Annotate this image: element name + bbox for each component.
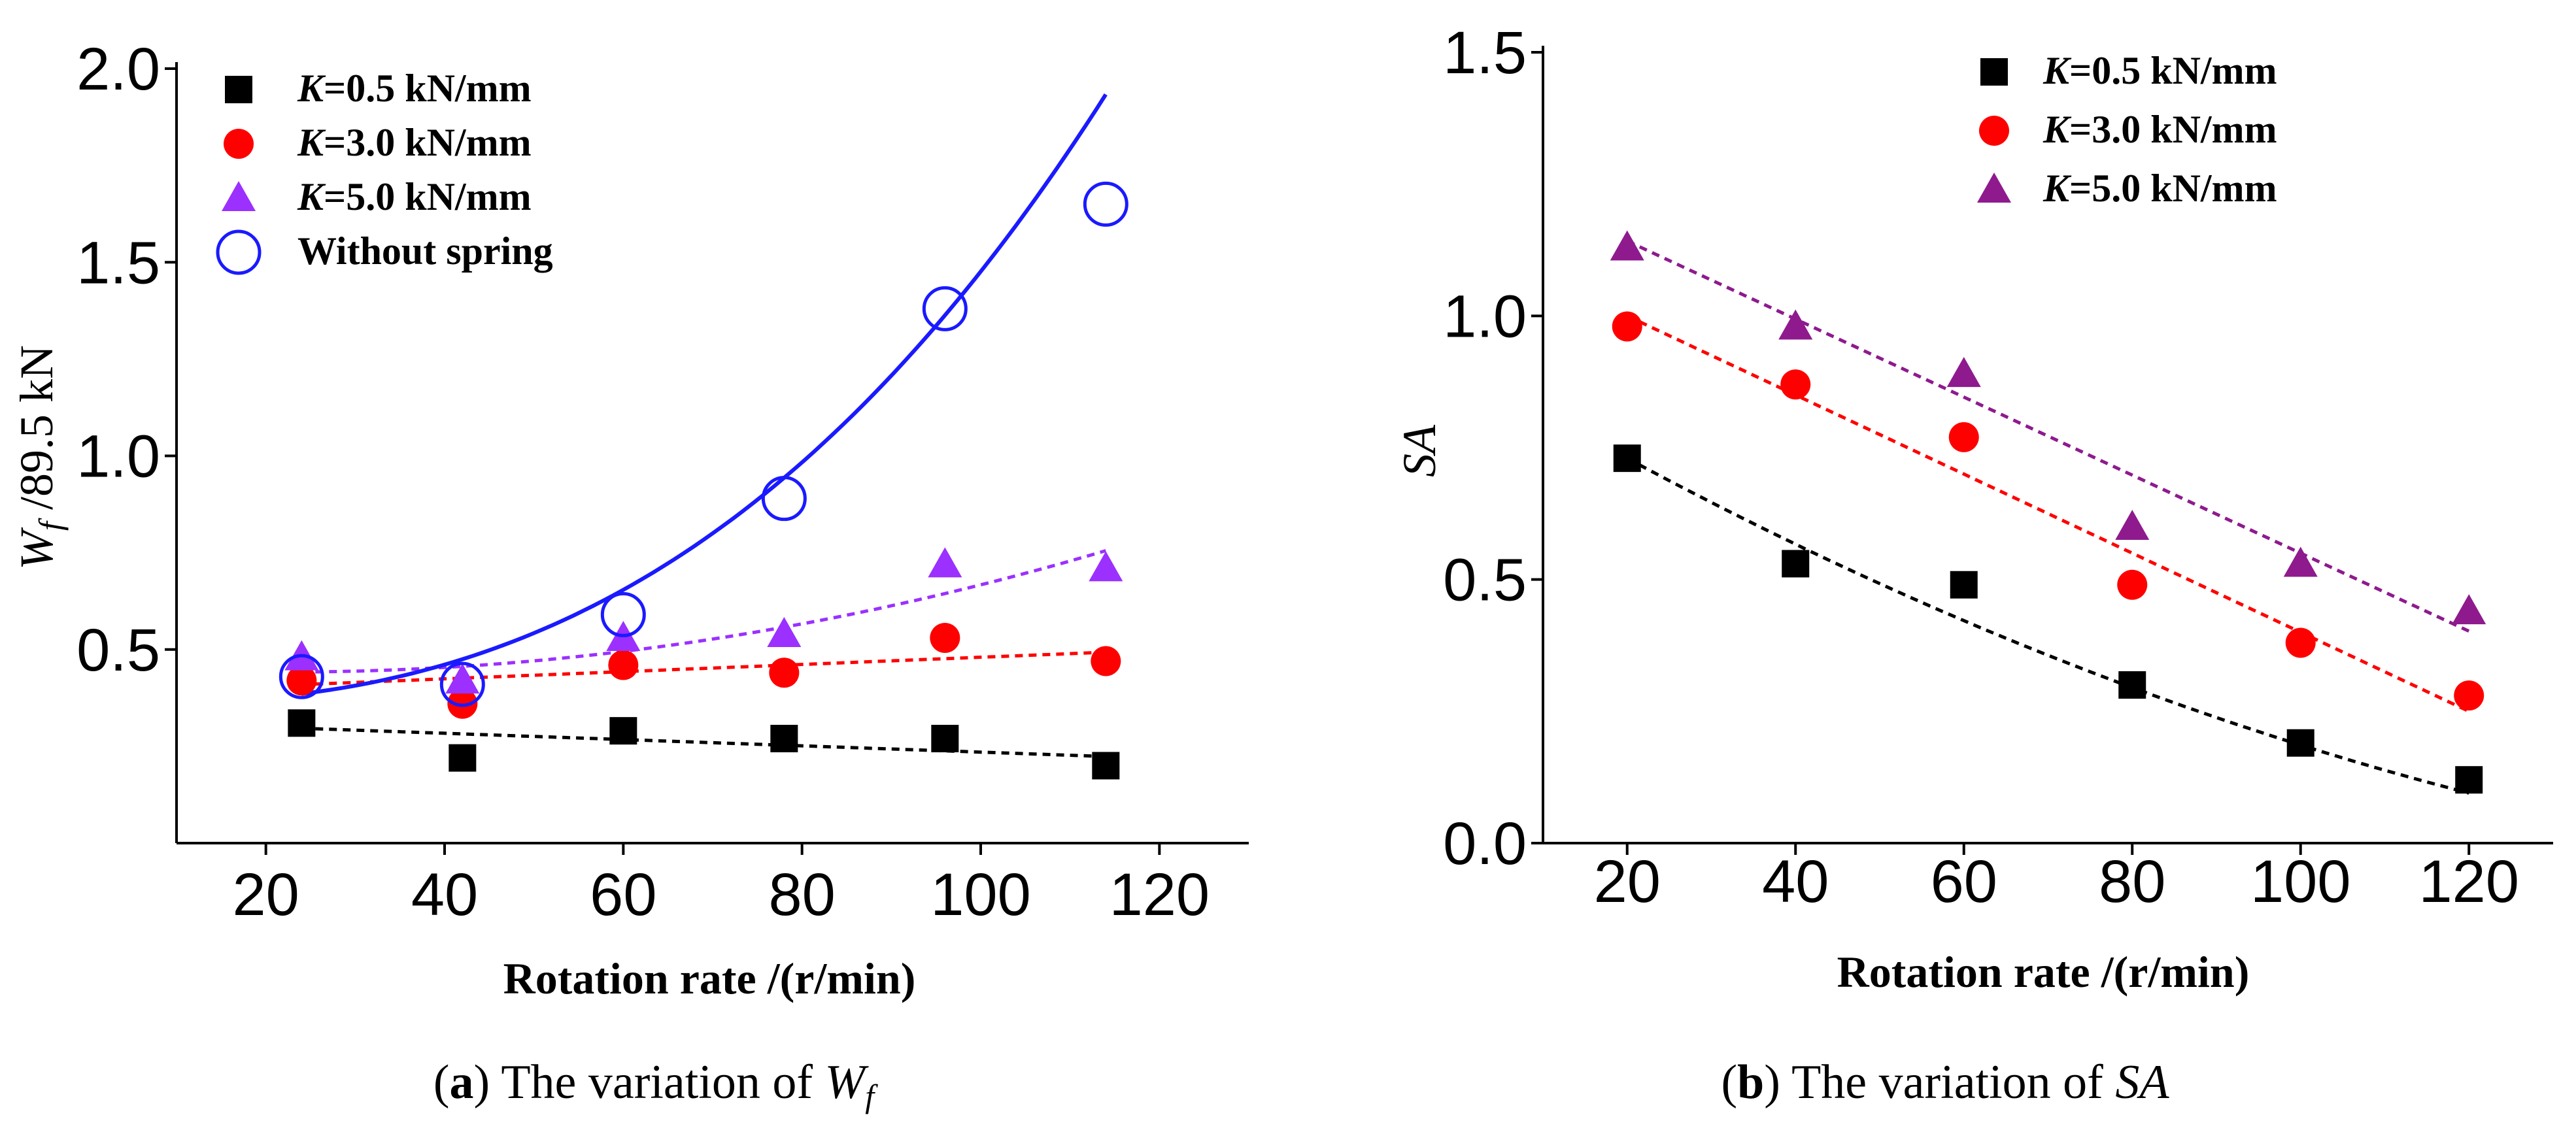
data-point	[1950, 571, 1978, 599]
data-point	[930, 622, 960, 653]
data-point	[767, 617, 802, 648]
x-axis-title: Rotation rate /(r/min)	[503, 954, 916, 1003]
data-point	[608, 650, 639, 680]
y-tick-label: 0.0	[1443, 810, 1527, 877]
legend-marker	[1977, 173, 2011, 203]
x-tick-label: 120	[2419, 848, 2520, 915]
y-tick-label: 1.5	[1443, 20, 1527, 86]
legend-marker	[1979, 116, 2009, 146]
legend-marker	[1980, 58, 2008, 86]
y-axis-title: Wf /89.5 kN	[10, 345, 69, 570]
x-tick-label: 80	[768, 861, 835, 928]
legend-label: K=5.0 kN/mm	[2042, 167, 2277, 210]
data-point	[1089, 551, 1123, 582]
y-axis-title: SA	[1393, 424, 1446, 477]
x-tick-label: 120	[1110, 861, 1210, 928]
legend-label: Without spring	[297, 229, 553, 273]
data-point	[1612, 311, 1642, 342]
fit-line	[1626, 314, 2470, 713]
data-point	[2283, 546, 2318, 577]
legend-marker	[216, 229, 262, 275]
data-point	[922, 286, 968, 331]
data-point	[288, 709, 316, 737]
data-point	[445, 663, 480, 694]
x-tick-label: 60	[1931, 848, 1997, 915]
data-point	[1948, 422, 1979, 452]
y-tick-label: 1.0	[76, 424, 160, 490]
x-tick-label: 20	[232, 861, 299, 928]
x-tick-label: 100	[930, 861, 1031, 928]
y-tick-label: 1.5	[76, 229, 160, 296]
y-tick-label: 2.0	[76, 36, 160, 103]
x-tick-label: 100	[2250, 848, 2351, 915]
fit-line	[301, 93, 1108, 696]
figure-caption: (a) The variation of Wf	[433, 1056, 878, 1114]
data-point	[609, 717, 637, 745]
data-point	[1610, 230, 1644, 261]
data-point	[1091, 646, 1121, 676]
data-point	[600, 591, 646, 637]
figure-caption: (b) The variation of SA	[1721, 1056, 2169, 1109]
data-point	[2452, 594, 2486, 625]
legend-marker	[222, 181, 256, 211]
y-tick-label: 0.5	[76, 617, 160, 684]
x-tick-label: 20	[1594, 848, 1661, 915]
y-tick-label: 1.0	[1443, 283, 1527, 350]
data-point	[2285, 627, 2316, 658]
fit-line	[301, 726, 1106, 758]
data-point	[449, 744, 477, 772]
x-tick-label: 40	[1762, 848, 1829, 915]
data-point	[286, 665, 317, 696]
data-point	[761, 476, 807, 522]
legend-label: K=0.5 kN/mm	[2042, 49, 2277, 92]
data-point	[2286, 729, 2314, 757]
legend-label: K=3.0 kN/mm	[2042, 108, 2277, 151]
data-point	[439, 661, 485, 707]
data-point	[1613, 444, 1641, 473]
data-point	[2118, 671, 2146, 699]
y-tick-label: 0.5	[1443, 547, 1527, 614]
data-point	[770, 725, 798, 753]
fit-line	[1626, 239, 2470, 633]
x-axis-title: Rotation rate /(r/min)	[1837, 947, 2250, 997]
x-tick-label: 40	[411, 861, 478, 928]
data-point	[279, 654, 324, 699]
data-point	[1946, 357, 1981, 388]
chart-panel-a: 20 40 60 80 100 120 0.5 1.0 1.5 2.0 Rotation rate …	[10, 36, 1249, 1114]
data-point	[928, 547, 962, 578]
data-point	[1780, 369, 1811, 400]
legend-label: K=0.5 kN/mm	[297, 67, 532, 110]
data-point	[1782, 550, 1810, 578]
data-point	[1778, 309, 1813, 340]
data-point	[931, 725, 959, 753]
legend-label: K=3.0 kN/mm	[297, 121, 532, 164]
data-point	[1092, 752, 1120, 780]
legend-marker	[225, 76, 252, 103]
data-point	[2115, 510, 2150, 540]
data-point	[2117, 569, 2148, 600]
fit-line	[1626, 456, 2469, 795]
x-tick-label: 80	[2099, 848, 2165, 915]
x-tick-label: 60	[590, 861, 656, 928]
data-point	[769, 658, 800, 688]
legend-label: K=5.0 kN/mm	[297, 175, 532, 218]
chart-panel-b: 20 40 60 80 100 120 0.0 0.5 1.0 1.5 Rotation rate …	[1393, 20, 2553, 1109]
data-point	[2455, 766, 2483, 794]
fit-line	[301, 549, 1107, 674]
data-point	[1083, 181, 1128, 227]
legend-marker	[224, 129, 254, 159]
data-point	[2454, 680, 2484, 711]
fit-line	[301, 650, 1106, 686]
